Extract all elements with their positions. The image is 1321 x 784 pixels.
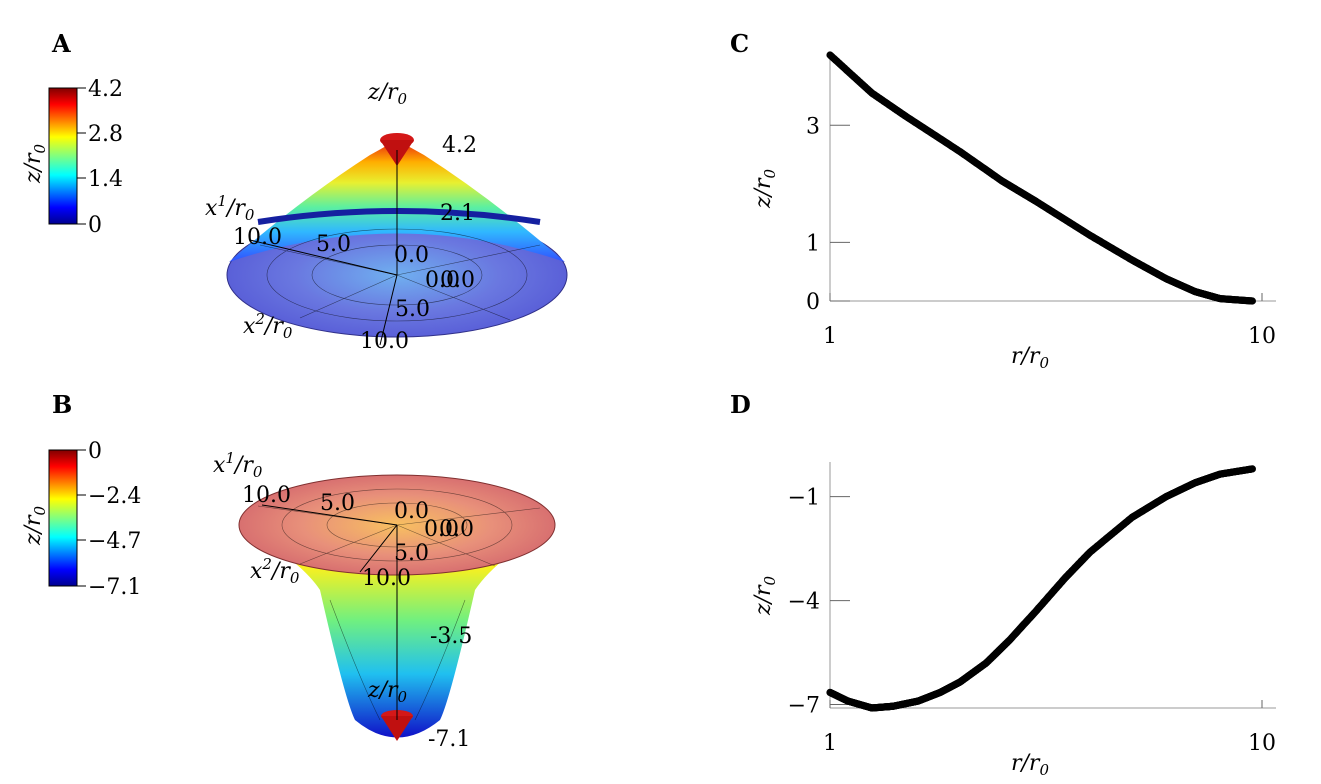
surface-b-well (239, 525, 553, 738)
x-axis-label-d: r/r0 (1011, 751, 1049, 779)
y-tick-label-d: −1 (788, 486, 820, 511)
surface-b-z-label: z/r0 (367, 678, 408, 706)
x-tick-label-d: 10 (1248, 731, 1276, 756)
scatter-plot-d: −7 −4 −1 1 10 r/r0 z/r0 (751, 462, 1276, 779)
surface-b-x2-tick-3: 10.0 (362, 566, 411, 591)
panel-b: B 0 −2.4 −4.7 −7.1 z/r0 (21, 390, 556, 752)
colorbar-b-label: z/r0 (21, 505, 49, 546)
panel-a: A 4.2 2.8 1.4 0 z/r0 (21, 29, 568, 354)
data-point-d (1248, 465, 1256, 473)
y-tick-label-d: −4 (788, 590, 820, 615)
surface-b-axes (261, 504, 398, 720)
surface-b: x1/r0 10.0 5.0 0.0 0.0 0.0 5.0 10.0 x2/r… (213, 449, 556, 752)
surface-a-x1-tick-2: 0.0 (394, 243, 429, 268)
y-tick-label-c: 0 (806, 290, 820, 315)
surface-b-z-tick-0: -3.5 (430, 624, 472, 649)
surface-a-z-tick-0: 4.2 (442, 133, 477, 158)
surface-a: z/r0 4.2 2.1 x1/r0 10.0 5.0 0.0 0.0 0.0 … (205, 80, 568, 354)
colorbar-b-tick-3: −7.1 (88, 575, 141, 600)
surface-a-x1-label: x1/r0 (205, 192, 255, 224)
colorbar-a-label: z/r0 (21, 143, 49, 184)
surface-a-x2-tick-2: 5.0 (395, 297, 430, 322)
colorbar-b-gradient (48, 449, 78, 587)
surface-a-x2-tick-3: 10.0 (360, 329, 409, 354)
panel-label-b: B (52, 390, 72, 419)
surface-b-x1-label: x1/r0 (213, 449, 263, 481)
panel-label-c: C (730, 29, 749, 58)
surface-b-x1-tick-0: 10.0 (242, 483, 291, 508)
colorbar-a-tick-1: 2.8 (88, 122, 123, 147)
y-axis-label-c: z/r0 (751, 168, 779, 209)
panel-d: D −7 −4 −1 1 10 r/r0 z/r0 (730, 390, 1276, 779)
x-tick-label-c: 10 (1248, 324, 1276, 349)
colorbar-a-tick-2: 1.4 (88, 167, 123, 192)
surface-b-z-tick-1: -7.1 (428, 727, 470, 752)
y-axis-label-d: z/r0 (751, 575, 779, 616)
colorbar-a-tick-0: 4.2 (88, 77, 123, 102)
surface-a-x2-tick-0: 0.0 (425, 268, 460, 293)
data-point-c (1248, 297, 1256, 305)
surface-b-x2-tick-1: 0.0 (439, 517, 474, 542)
surface-a-axes (249, 150, 398, 346)
surface-b-x1-tick-2: 0.0 (394, 499, 429, 524)
x-tick-label-c: 1 (823, 324, 837, 349)
surface-b-x2-tick-0: 0.0 (424, 517, 459, 542)
surface-b-x1-tick-1: 5.0 (320, 491, 355, 516)
y-tick-label-d: −7 (788, 694, 820, 719)
surface-a-z-tick-1: 2.1 (440, 201, 475, 226)
colorbar-b: 0 −2.4 −4.7 −7.1 z/r0 (21, 439, 141, 600)
y-tick-label-c: 1 (806, 231, 820, 256)
colorbar-a-gradient (48, 87, 78, 225)
surface-a-x2-tick-1: 0.0 (440, 268, 475, 293)
colorbar-b-tick-2: −4.7 (88, 529, 141, 554)
colorbar-a: 4.2 2.8 1.4 0 z/r0 (21, 77, 123, 238)
surface-a-z-label: z/r0 (367, 80, 408, 108)
colorbar-b-tick-1: −2.4 (88, 484, 141, 509)
colorbar-b-tick-0: 0 (88, 439, 102, 464)
surface-a-x1-tick-0: 10.0 (233, 225, 282, 250)
y-tick-label-c: 3 (806, 114, 820, 139)
x-tick-label-d: 1 (823, 731, 837, 756)
panel-label-d: D (730, 390, 751, 419)
colorbar-a-tick-3: 0 (88, 213, 102, 238)
surface-b-x2-label: x2/r0 (250, 555, 300, 587)
panel-label-a: A (51, 29, 71, 58)
surface-b-cone (381, 716, 413, 741)
surface-b-x2-tick-2: 5.0 (394, 541, 429, 566)
surface-a-rim (257, 208, 541, 225)
surface-a-x2-label: x2/r0 (243, 310, 293, 342)
surface-a-x1-tick-1: 5.0 (316, 232, 351, 257)
x-axis-label-c: r/r0 (1011, 344, 1049, 372)
